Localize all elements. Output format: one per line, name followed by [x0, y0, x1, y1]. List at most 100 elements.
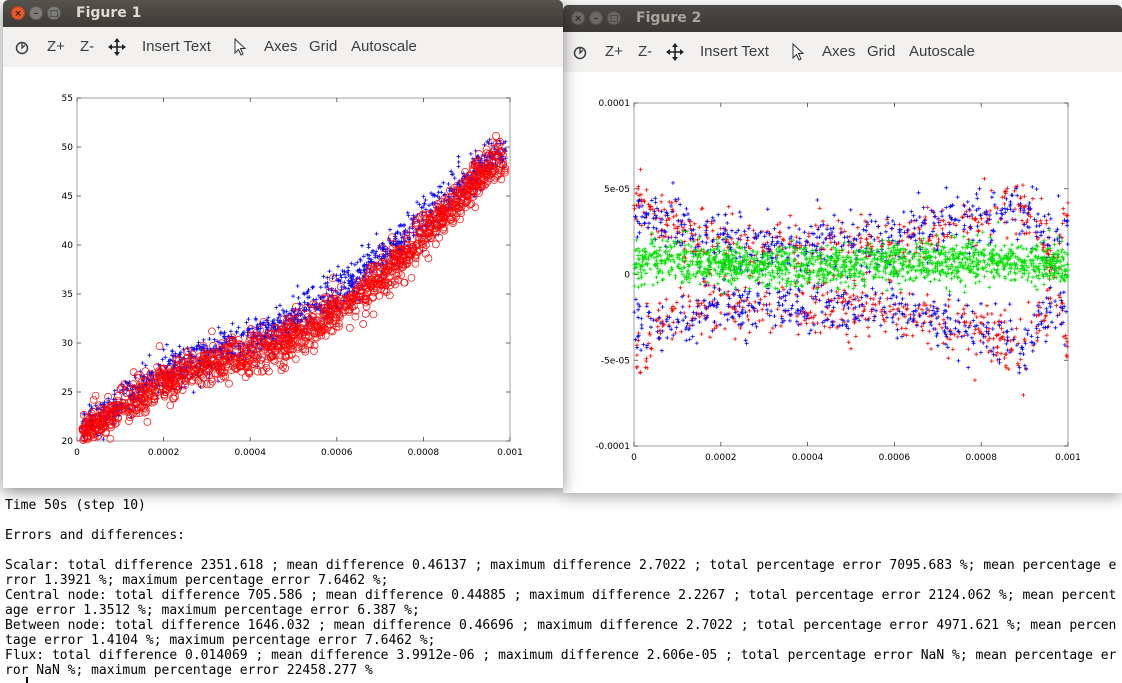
- figure-2-titlebar[interactable]: × – □ Figure 2: [563, 5, 1122, 32]
- data-point: [786, 225, 791, 230]
- data-point: [1019, 263, 1024, 268]
- figure-1-plot-area[interactable]: 0 0.0002 0.0004 0.0006 0.0008 0.001 20 25 30 35 40…: [3, 67, 563, 488]
- data-point: [634, 191, 639, 196]
- data-point: [931, 326, 936, 331]
- data-point: [978, 213, 983, 218]
- data-point: [1020, 347, 1025, 352]
- pan-icon[interactable]: [108, 38, 126, 56]
- data-point: [1038, 240, 1043, 245]
- data-point: [994, 333, 999, 338]
- data-point: [765, 207, 770, 212]
- select-arrow-icon[interactable]: [233, 38, 247, 56]
- data-point: [654, 226, 659, 231]
- data-point: [1055, 237, 1060, 241]
- data-point: [900, 255, 904, 260]
- data-point: [1047, 277, 1052, 282]
- data-point: [860, 313, 864, 318]
- insert-text-button[interactable]: Insert Text: [700, 43, 769, 60]
- data-point: [650, 252, 654, 257]
- data-point: [762, 294, 767, 299]
- data-point: [900, 238, 905, 243]
- data-point: [1035, 256, 1040, 261]
- data-point: [1059, 301, 1064, 305]
- data-point: [775, 290, 780, 295]
- data-point: [277, 312, 282, 317]
- data-point: [719, 292, 724, 297]
- autoscale-button[interactable]: Autoscale: [909, 43, 975, 60]
- zoom-out-button[interactable]: Z-: [638, 43, 653, 60]
- axes-button[interactable]: Axes: [264, 38, 298, 55]
- data-point: [709, 219, 714, 224]
- maximize-button[interactable]: □: [607, 11, 621, 25]
- data-point: [171, 353, 176, 358]
- data-point: [953, 318, 958, 323]
- data-point: [694, 262, 699, 267]
- pan-icon[interactable]: [666, 43, 684, 61]
- data-point: [700, 206, 705, 211]
- insert-text-button[interactable]: Insert Text: [142, 38, 211, 55]
- data-point: [1034, 243, 1039, 248]
- grid-button[interactable]: Grid: [309, 38, 338, 55]
- axes-button[interactable]: Axes: [822, 43, 856, 60]
- data-point: [681, 229, 686, 234]
- data-point: [963, 323, 968, 328]
- data-point: [928, 279, 933, 284]
- data-point: [974, 352, 979, 357]
- data-point: [728, 259, 733, 263]
- data-point: [924, 266, 929, 271]
- data-point: [676, 262, 681, 267]
- data-point: [773, 323, 778, 328]
- zoom-in-button[interactable]: Z+: [605, 43, 623, 60]
- data-point: [922, 218, 927, 223]
- data-point: [767, 261, 772, 266]
- data-point: [751, 228, 756, 233]
- figure-1-titlebar[interactable]: × – □ Figure 1: [3, 0, 563, 27]
- data-point: [864, 236, 869, 241]
- maximize-button[interactable]: □: [47, 6, 61, 20]
- rotate-icon[interactable]: [572, 44, 588, 60]
- data-point: [777, 280, 782, 285]
- figure-1-window[interactable]: × – □ Figure 1 Z+ Z- Insert Text Axes Gr…: [3, 0, 563, 488]
- data-point: [715, 300, 720, 305]
- data-point: [1056, 235, 1061, 240]
- close-button[interactable]: ×: [11, 6, 25, 20]
- figure-2-window[interactable]: × – □ Figure 2 Z+ Z- Insert Text Axes Gr…: [563, 5, 1122, 493]
- data-point: [733, 319, 738, 324]
- data-point: [1035, 338, 1040, 343]
- minimize-button[interactable]: –: [29, 6, 43, 20]
- data-point: [1024, 263, 1029, 268]
- close-button[interactable]: ×: [571, 11, 585, 25]
- data-point: [672, 260, 677, 264]
- data-point: [696, 244, 701, 249]
- data-point: [924, 247, 929, 252]
- figure-2-plot-area[interactable]: 0 0.0002 0.0004 0.0006 0.0008 0.001 -0.0001 -5e…: [563, 72, 1122, 493]
- data-point: [1048, 262, 1053, 267]
- data-point: [960, 215, 965, 220]
- data-point: [664, 257, 669, 262]
- rotate-icon[interactable]: [14, 39, 30, 55]
- data-point: [684, 338, 689, 343]
- data-point: [1058, 291, 1063, 296]
- data-point: [901, 224, 906, 229]
- data-point: [1029, 320, 1034, 325]
- select-arrow-icon[interactable]: [791, 43, 805, 61]
- autoscale-button[interactable]: Autoscale: [351, 38, 417, 55]
- data-point: [1036, 254, 1041, 259]
- data-point: [940, 231, 945, 236]
- zoom-in-button[interactable]: Z+: [47, 38, 65, 55]
- data-point: [796, 308, 801, 313]
- data-point: [858, 236, 863, 241]
- data-point: [827, 233, 832, 238]
- grid-button[interactable]: Grid: [867, 43, 896, 60]
- data-point: [901, 260, 906, 264]
- figure-1-toolbar: Z+ Z- Insert Text Axes Grid Autoscale: [3, 27, 563, 67]
- data-point: [644, 304, 649, 309]
- data-point: [419, 205, 424, 210]
- data-point: [1042, 282, 1046, 287]
- minimize-button[interactable]: –: [589, 11, 603, 25]
- data-point: [760, 245, 765, 250]
- zoom-out-button[interactable]: Z-: [80, 38, 95, 55]
- data-point: [1046, 212, 1051, 217]
- data-point: [1048, 271, 1053, 275]
- data-point: [673, 197, 678, 202]
